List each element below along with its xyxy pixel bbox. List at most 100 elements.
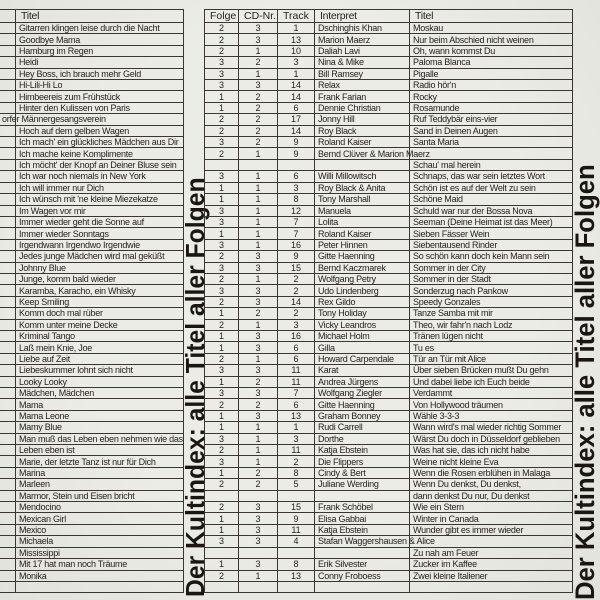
index-row: 1 3 8 Erik Silvester Zucker im Kaffee xyxy=(204,558,573,571)
cell-interpret: Roland Kaiser xyxy=(314,136,410,149)
cell-cd: 3 xyxy=(238,250,278,263)
cell-track: 5 xyxy=(277,478,315,491)
cell-titel: Nur beim Abschied nicht weinen xyxy=(409,33,573,46)
cell-titel: Wärst Du doch in Düsseldorf geblieben xyxy=(409,432,573,446)
cell-folge: 1 xyxy=(204,329,239,343)
cell-interpret: Daliah Lavi xyxy=(314,44,410,58)
index-row: 2 1 3 Vicky Leandros Theo, wir fahr'n nach L… xyxy=(204,318,573,331)
cell-titel: Leben eben ist xyxy=(15,444,184,457)
cell-interpret: Katja Ebstein xyxy=(314,523,410,537)
cell-folge: 1 xyxy=(204,375,239,389)
cell-interpret: Dorthe xyxy=(314,432,410,446)
cell-titel: Ich will immer nur Dich xyxy=(15,181,184,195)
cell-titel: Junge, komm bald wieder xyxy=(15,272,184,286)
cell-track: 11 xyxy=(277,375,315,389)
cell-titel: Sommer in der City xyxy=(409,261,573,274)
cell-interpret: Jonny Hill xyxy=(314,113,410,126)
title-row xyxy=(0,580,184,594)
cell-titel: Weine nicht kleine Eva xyxy=(409,455,573,468)
title-row: Michaela xyxy=(0,535,184,548)
cell-track: 9 xyxy=(277,512,315,525)
cell-titel: Mama xyxy=(15,398,184,411)
cell-folge: 3 xyxy=(204,535,239,548)
cell-titel: orfer Männergesangsverein xyxy=(2,113,184,126)
cell-cd: 3 xyxy=(238,512,278,525)
index-table: Folge CD-Nr. Track Interpret Titel 2 3 1 Ds… xyxy=(204,9,573,594)
cell-titel: Pigalle xyxy=(409,67,573,81)
cell-interpret: Nina & Mike xyxy=(314,56,410,69)
cell-titel: Wenn die Rosen erblühen in Malaga xyxy=(409,466,573,480)
index-row: 1 1 7 Roland Kaiser Sieben Fässer Wein xyxy=(204,227,573,240)
cell-titel: Laß mein Knie, Joe xyxy=(15,341,184,354)
cell-titel: Seeman (Deine Heimat ist das Meer) xyxy=(409,215,573,229)
cell-track: 16 xyxy=(277,238,315,252)
cut-off-column-cell xyxy=(0,466,16,480)
cut-off-column-cell xyxy=(0,375,16,389)
cell-track: 2 xyxy=(277,284,315,297)
cut-off-column-cell xyxy=(0,101,16,115)
index-row: 3 3 4 Stafan Waggershausen & Alice xyxy=(204,535,573,548)
title-row: Mama Leone xyxy=(0,409,184,423)
cut-off-column-cell xyxy=(0,67,16,81)
cut-off-column-cell xyxy=(0,295,16,309)
index-header-row: Folge CD-Nr. Track Interpret Titel xyxy=(204,9,573,23)
cell-cd: 1 xyxy=(238,444,278,457)
cell-folge: 3 xyxy=(204,386,239,400)
cell-track: 14 xyxy=(277,124,315,138)
cell-cd: 2 xyxy=(238,375,278,389)
index-row: 3 1 12 Manuela Schuld war nur der Bossa Nova xyxy=(204,204,573,217)
cell-titel: Mexican Girl xyxy=(15,512,184,525)
cell-titel: Schön ist es auf der Welt zu sein xyxy=(409,181,573,195)
cell-titel: Hinter den Kulissen von Paris xyxy=(15,101,184,115)
cell-titel: Winter in Canada xyxy=(409,512,573,525)
cell-cd: 1 xyxy=(238,193,278,206)
cell-cd: 2 xyxy=(238,307,278,320)
cell-track: 2 xyxy=(277,455,315,468)
cell-track: 6 xyxy=(277,101,315,115)
cell-cd: 1 xyxy=(238,318,278,331)
index-row: 1 2 14 Frank Farian Rocky xyxy=(204,90,573,103)
cell-interpret xyxy=(314,546,410,560)
title-row: Komm unter meine Decke xyxy=(0,318,184,331)
title-row: Monika xyxy=(0,569,184,582)
cell-track: 14 xyxy=(277,90,315,103)
cell-titel: Hey Boss, ich brauch mehr Geld xyxy=(15,67,184,81)
cut-off-column-cell xyxy=(0,398,16,411)
title-row: Heidi xyxy=(0,56,184,69)
cut-off-column-cell xyxy=(0,421,16,434)
cell-interpret: Erik Silvester xyxy=(314,558,410,571)
title-row: Hinter den Kulissen von Paris xyxy=(0,101,184,115)
cell-interpret: Udo Lindenberg xyxy=(314,284,410,297)
cell-track: 2 xyxy=(277,307,315,320)
cut-off-column-cell xyxy=(0,307,16,320)
cell-folge: 1 xyxy=(204,421,239,434)
cell-folge: 2 xyxy=(204,33,239,46)
cell-titel: Komm doch mal rüber xyxy=(15,307,184,320)
index-row: 3 2 9 Roland Kaiser Santa Maria xyxy=(204,136,573,149)
cell-cd: 1 xyxy=(238,227,278,240)
title-row: Marie, der letzte Tanz ist nur für Dich xyxy=(0,455,184,468)
cell-folge: 3 xyxy=(204,136,239,149)
cut-off-column-cell xyxy=(0,56,16,69)
cell-interpret: Wolfgang Ziegler xyxy=(314,386,410,400)
cell-folge: 2 xyxy=(204,398,239,411)
cell-titel: Liebeskummer lohnt sich nicht xyxy=(15,364,184,377)
cell-interpret: Rudi Carrell xyxy=(314,421,410,434)
cell-cd: 1 xyxy=(238,67,278,81)
cell-interpret: Katja Ebstein xyxy=(314,444,410,457)
cell-folge: 3 xyxy=(204,170,239,183)
cut-off-column-cell xyxy=(0,386,16,400)
cell-cd: 2 xyxy=(238,124,278,138)
index-row: 3 3 7 Wolfgang Ziegler Verdammt xyxy=(204,386,573,400)
cell-interpret: Juliane Werding xyxy=(314,478,410,491)
cell-folge: 3 xyxy=(204,79,239,92)
cell-titel: Marleen xyxy=(15,478,184,491)
cell-track: 3 xyxy=(277,181,315,195)
cell-titel: Was hat sie, das ich nicht habe xyxy=(409,444,573,457)
title-row: Mama xyxy=(0,398,184,411)
cell-interpret: Cindy & Bert xyxy=(314,466,410,480)
cell-track: 14 xyxy=(277,295,315,309)
cut-off-column-cell xyxy=(0,318,16,331)
title-row: Marmor, Stein und Eisen bricht xyxy=(0,489,184,503)
index-row: 3 3 14 Relax Radio hör'n xyxy=(204,79,573,92)
